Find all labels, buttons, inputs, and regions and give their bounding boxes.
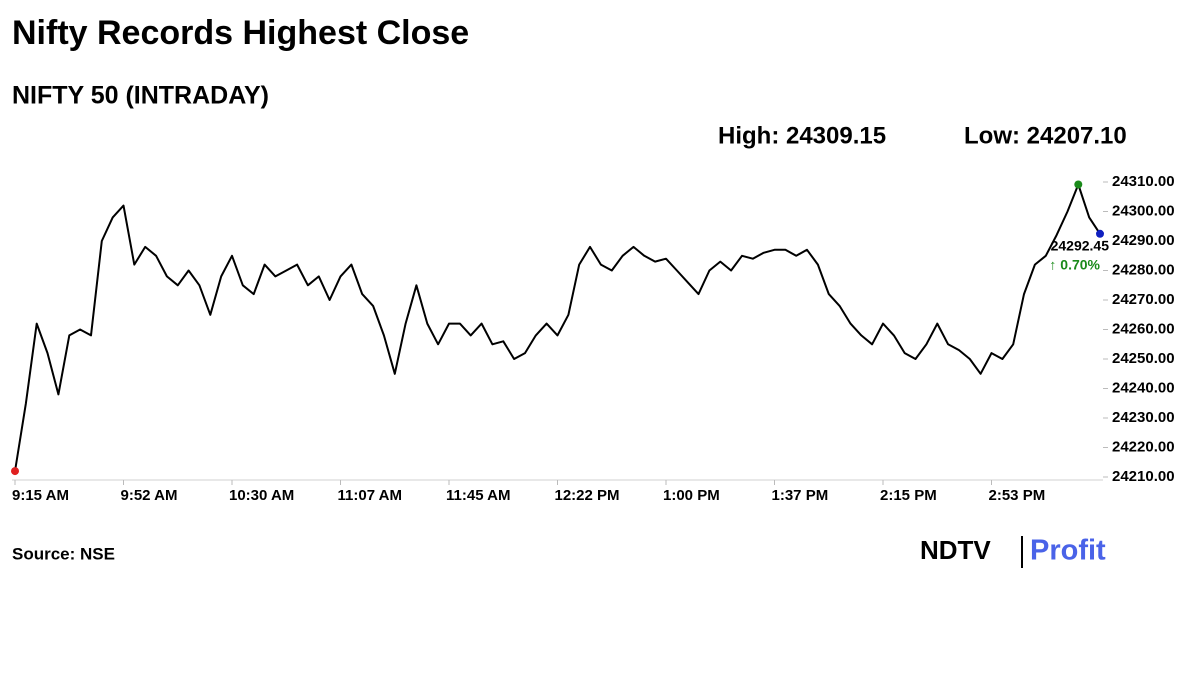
x-tick-label: 11:45 AM bbox=[446, 487, 510, 504]
price-line bbox=[14, 183, 1101, 472]
x-tick-label: 11:07 AM bbox=[338, 487, 402, 504]
x-tick-label: 2:53 PM bbox=[989, 487, 1046, 504]
y-tick-label: 24240.00 bbox=[1112, 379, 1175, 396]
y-tick-label: 24280.00 bbox=[1112, 261, 1175, 278]
change-label: ↑ 0.70% bbox=[1049, 256, 1100, 272]
chart-subtitle: NIFTY 50 (INTRADAY) bbox=[12, 82, 269, 110]
chart-title: Nifty Records Highest Close bbox=[12, 14, 469, 52]
low-label: Low: 24207.10 bbox=[964, 122, 1127, 149]
x-tick-label: 1:00 PM bbox=[663, 487, 720, 504]
x-tick-label: 9:52 AM bbox=[121, 487, 178, 504]
y-tick-label: 24310.00 bbox=[1112, 173, 1175, 190]
brand-name: NDTV bbox=[920, 535, 991, 565]
high-marker bbox=[1074, 180, 1083, 189]
y-tick-label: 24220.00 bbox=[1112, 438, 1175, 455]
y-tick-label: 24300.00 bbox=[1112, 202, 1175, 219]
source: Source: NSE bbox=[12, 544, 115, 563]
last-marker bbox=[1096, 229, 1104, 238]
y-tick-label: 24290.00 bbox=[1112, 232, 1175, 249]
start-marker bbox=[11, 467, 19, 476]
x-tick-label: 9:15 AM bbox=[12, 487, 69, 504]
brand-product: Profit bbox=[1030, 535, 1106, 567]
x-tick-label: 12:22 PM bbox=[555, 487, 620, 504]
y-tick-label: 24250.00 bbox=[1112, 350, 1175, 367]
x-tick-label: 2:15 PM bbox=[880, 487, 937, 504]
x-tick-label: 10:30 AM bbox=[229, 487, 294, 504]
high-label: High: 24309.15 bbox=[718, 122, 886, 149]
y-tick-label: 24230.00 bbox=[1112, 409, 1175, 426]
y-tick-label: 24260.00 bbox=[1112, 320, 1175, 337]
last-price-label: 24292.45 bbox=[1051, 237, 1110, 253]
y-tick-label: 24210.00 bbox=[1112, 468, 1175, 485]
y-tick-label: 24270.00 bbox=[1112, 291, 1175, 308]
x-tick-label: 1:37 PM bbox=[772, 487, 829, 504]
